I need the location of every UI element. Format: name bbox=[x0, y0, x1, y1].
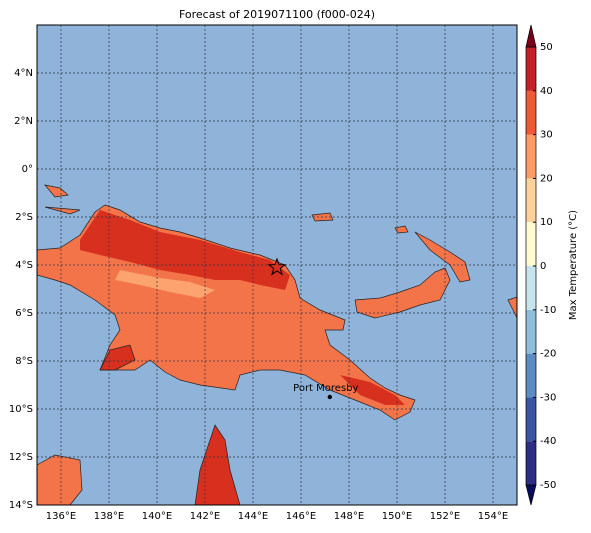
y-tick-label: 2°N bbox=[14, 116, 33, 127]
colorbar-bin bbox=[526, 90, 536, 135]
map-frame bbox=[36, 24, 518, 506]
y-tick-label: 4°S bbox=[15, 260, 33, 271]
colorbar-bin bbox=[526, 353, 536, 398]
x-tick-label: 136°E bbox=[46, 511, 76, 522]
y-tick-label: 2°S bbox=[15, 212, 33, 223]
colorbar-bin bbox=[526, 441, 536, 485]
y-tick-label: 6°S bbox=[15, 308, 33, 319]
colorbar-bin bbox=[526, 222, 536, 266]
colorbar-bin bbox=[526, 134, 536, 179]
y-tick-label: 12°S bbox=[9, 452, 33, 463]
colorbar-extend-bottom bbox=[525, 484, 537, 506]
colorbar-tick-label: -20 bbox=[540, 349, 556, 360]
colorbar-tick-label: -40 bbox=[540, 436, 556, 447]
colorbar-bin bbox=[526, 178, 536, 223]
colorbar-bin bbox=[526, 309, 536, 354]
y-tick-label: 14°S bbox=[9, 500, 33, 511]
star-marker bbox=[267, 257, 287, 276]
colorbar-label: Max Temperature (°C) bbox=[568, 210, 579, 320]
chart-title: Forecast of 2019071100 (f000-024) bbox=[179, 8, 375, 21]
city-marker bbox=[327, 394, 332, 400]
colorbar-tick-label: 30 bbox=[540, 130, 553, 141]
colorbar-bin bbox=[526, 266, 536, 310]
colorbar-tick-label: 0 bbox=[540, 261, 546, 272]
y-tick-label: 8°S bbox=[15, 356, 33, 367]
colorbar-tick-label: 10 bbox=[540, 217, 553, 228]
colorbar-tick-label: 50 bbox=[540, 42, 553, 53]
colorbar-bin bbox=[526, 47, 536, 91]
x-tick-label: 140°E bbox=[142, 511, 172, 522]
marks: Port Moresby bbox=[267, 257, 359, 400]
colorbar-tick-label: 40 bbox=[540, 86, 553, 97]
x-tick-label: 142°E bbox=[190, 511, 220, 522]
x-tick-label: 150°E bbox=[382, 511, 412, 522]
x-tick-label: 152°E bbox=[430, 511, 460, 522]
colorbar-extend-top bbox=[525, 24, 537, 48]
colorbar-bin bbox=[526, 397, 536, 442]
land bbox=[36, 184, 518, 506]
y-tick-label: 10°S bbox=[9, 404, 33, 415]
x-tick-label: 148°E bbox=[334, 511, 364, 522]
colorbar-tick-label: -10 bbox=[540, 305, 556, 316]
x-tick-label: 154°E bbox=[478, 511, 508, 522]
y-tick-label: 0° bbox=[22, 164, 33, 175]
y-tick-label: 4°N bbox=[14, 68, 33, 79]
colorbar-tick-label: 20 bbox=[540, 173, 553, 184]
x-tick-label: 144°E bbox=[238, 511, 268, 522]
colorbar-tick-label: -30 bbox=[540, 392, 556, 403]
x-tick-label: 146°E bbox=[286, 511, 316, 522]
colorbar-tick-label: -50 bbox=[540, 480, 556, 491]
colorbar: -50 -40 -30 -20 -10 0 10 20 30 40 50 Max Temperatur… bbox=[525, 24, 579, 506]
x-tick-label: 138°E bbox=[94, 511, 124, 522]
city-label: Port Moresby bbox=[293, 383, 358, 394]
